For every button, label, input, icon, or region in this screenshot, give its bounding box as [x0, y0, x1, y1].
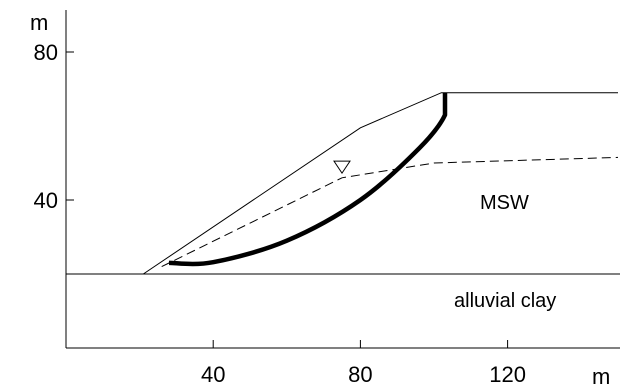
failure-surface-line: [168, 92, 448, 267]
y-tick-label: 80: [34, 40, 58, 65]
alluvial-clay-label: alluvial clay: [454, 290, 556, 312]
slope-surface-line: [143, 92, 618, 275]
x-tick-label: 120: [489, 362, 526, 387]
y-tick-label: 40: [34, 188, 58, 213]
msw-label: MSW: [480, 192, 529, 214]
x-tick-label: 80: [348, 362, 372, 387]
water-table-triangle-icon: [333, 160, 351, 175]
x-axis-unit: m: [592, 364, 610, 389]
y-axis-ticks: 40 80: [34, 40, 74, 213]
x-axis-ticks: 40 80 120: [201, 340, 526, 387]
y-axis-unit: m: [30, 10, 48, 35]
phreatic-surface-line: [161, 156, 619, 268]
x-tick-label: 40: [201, 362, 225, 387]
